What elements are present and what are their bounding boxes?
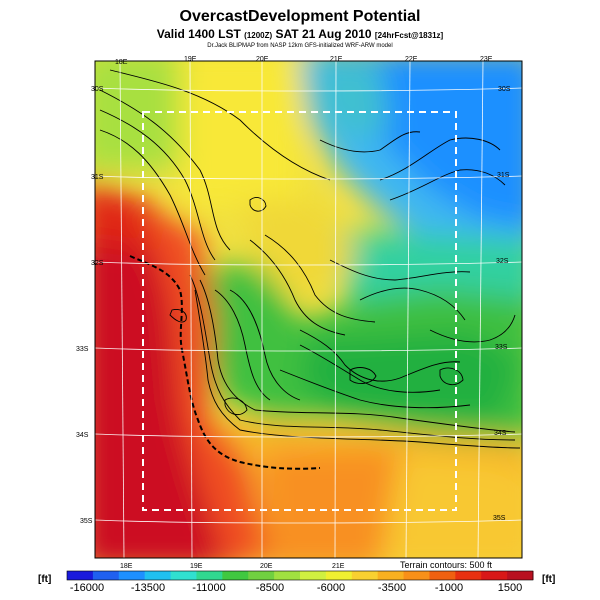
lat-label-right-2: 32S — [496, 258, 509, 265]
lat-labels-left: 30S 31S 32S 33S 34S 35S — [76, 86, 104, 525]
lon-label-top-1: 19E — [184, 56, 197, 63]
lat-label-right-4: 34S — [494, 430, 507, 437]
colorbar-swatch — [300, 571, 327, 580]
lat-label-left-3: 33S — [76, 346, 89, 353]
colorbar-swatch — [455, 571, 482, 580]
colorbar-label-6: -1000 — [434, 582, 464, 594]
lon-label-bottom-2: 20E — [260, 563, 273, 570]
colorbar-swatch — [377, 571, 405, 580]
colorbar-swatch — [429, 571, 456, 580]
lat-label-right-3: 33S — [495, 344, 508, 351]
lat-label-left-4: 34S — [76, 432, 89, 439]
colorbar-swatch — [248, 571, 275, 580]
colorbar-swatch — [170, 571, 197, 580]
model-credit: Dr.Jack BLIPMAP from NASP 12km GFS-initi… — [207, 43, 393, 49]
lon-label-top-2: 20E — [256, 56, 269, 63]
lon-label-bottom-3: 21E — [332, 563, 345, 570]
lon-label-top-4: 22E — [405, 56, 418, 63]
forecast-info: [24hrFcst@1831z] — [374, 31, 444, 40]
colorbar-swatch — [274, 571, 301, 580]
chart-subtitle: Valid 1400 LST (1200Z) SAT 21 Aug 2010 [… — [0, 27, 600, 41]
terrain-contour-note: Terrain contours: 500 ft — [400, 560, 493, 570]
lat-label-left-1: 31S — [91, 174, 104, 181]
colorbar-swatch — [67, 571, 94, 580]
colorbar-label-4: -6000 — [316, 582, 346, 594]
utc-time: (1200Z) — [244, 31, 273, 40]
colorbar-label-2: -11000 — [192, 582, 226, 594]
colorbar-swatch — [144, 571, 172, 580]
colorbar-swatch — [481, 571, 508, 580]
lon-labels-top: 18E 19E 20E 21E 22E 23E — [115, 56, 493, 66]
lat-labels-right: 30S 31S 32S 33S 34S 35S — [493, 86, 511, 522]
lat-label-right-5: 35S — [493, 515, 506, 522]
colorbar-swatch — [507, 571, 534, 580]
unit-label-right: [ft] — [542, 574, 556, 585]
colorbar-swatch — [222, 571, 249, 580]
inner-domain-box — [142, 111, 457, 511]
lat-lon-grid — [94, 60, 523, 559]
lat-label-right-1: 31S — [497, 172, 510, 179]
colorbar-swatch — [92, 571, 120, 580]
lat-label-right-0: 30S — [498, 86, 511, 93]
colorbar-swatch — [325, 571, 353, 580]
valid-time: Valid 1400 LST — [156, 27, 241, 41]
valid-date: SAT 21 Aug 2010 — [275, 27, 372, 41]
colorbar-swatch — [196, 571, 223, 580]
colorbar-swatch — [351, 571, 379, 580]
lon-label-top-5: 23E — [480, 56, 493, 63]
colorbar — [66, 570, 534, 581]
lat-label-left-5: 35S — [80, 518, 93, 525]
lon-label-bottom-1: 19E — [190, 563, 203, 570]
lon-labels-bottom: 18E 19E 20E 21E — [120, 563, 345, 570]
colorbar-label-0: -16000 — [69, 582, 105, 594]
colorbar-label-5: -3500 — [377, 582, 407, 594]
terrain-contours — [99, 69, 521, 449]
lat-label-left-0: 30S — [91, 86, 104, 93]
lat-label-left-2: 32S — [91, 260, 104, 267]
colorbar-border — [66, 570, 534, 581]
coastline — [129, 255, 321, 470]
unit-label-left: [ft] — [38, 574, 52, 585]
colorbar-swatch — [118, 571, 146, 580]
chart-title: OvercastDevelopment Potential — [179, 8, 421, 25]
field-layer — [95, 61, 522, 558]
colorbar-label-7: 1500 — [497, 582, 523, 594]
map-frame — [94, 60, 523, 559]
lon-label-bottom-0: 18E — [120, 563, 133, 570]
colorbar-label-3: -8500 — [255, 582, 285, 594]
lon-label-top-0: 18E — [115, 59, 128, 66]
colorbar-swatch — [403, 571, 430, 580]
lon-label-top-3: 21E — [330, 56, 343, 63]
colorbar-label-1: -13500 — [130, 582, 166, 594]
